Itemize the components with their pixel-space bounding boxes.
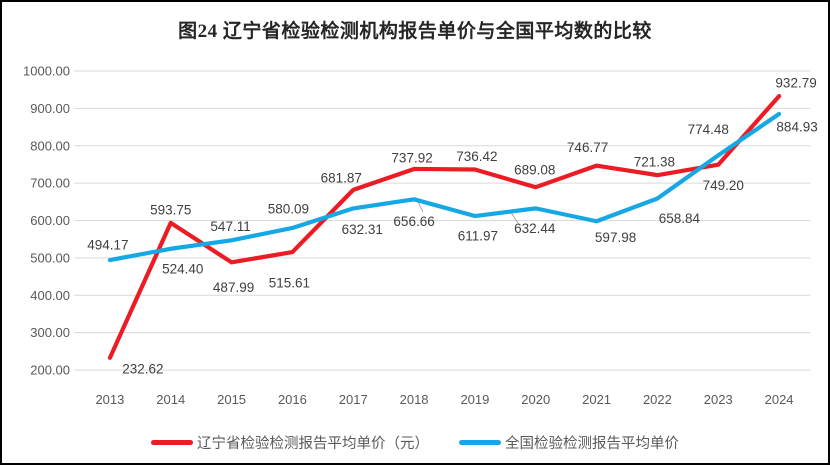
data-label: 681.87: [321, 170, 362, 185]
data-label: 749.20: [703, 178, 744, 193]
x-axis-tick-label: 2018: [400, 392, 429, 407]
liaoning-series-line: [107, 94, 782, 360]
chart-legend: 辽宁省检验检测报告平均单价（元） 全国检验检测报告平均单价: [2, 432, 828, 453]
x-axis-tick-label: 2015: [217, 392, 246, 407]
data-label: 487.99: [213, 280, 254, 295]
x-axis-tick-label: 2021: [582, 392, 611, 407]
data-label: 580.09: [268, 201, 309, 216]
y-axis-tick-label: 700.00: [30, 176, 70, 191]
data-label: 632.31: [342, 222, 383, 237]
data-label: 232.62: [122, 361, 163, 376]
y-axis-tick-label: 900.00: [30, 101, 70, 116]
data-label: 494.17: [87, 238, 128, 253]
x-axis-tick-label: 2023: [704, 392, 733, 407]
data-label-leader-line: [417, 201, 424, 213]
data-label: 736.42: [456, 149, 497, 164]
data-label: 524.40: [162, 261, 203, 276]
x-axis-tick-label: 2019: [460, 392, 489, 407]
y-axis-tick-label: 400.00: [30, 288, 70, 303]
x-axis-tick-label: 2013: [95, 392, 124, 407]
data-label: 689.08: [514, 163, 555, 178]
data-label: 737.92: [391, 150, 432, 165]
legend-item-national: 全国检验检测报告平均单价: [459, 432, 679, 453]
data-label: 611.97: [458, 229, 498, 244]
data-label: 721.38: [634, 155, 675, 170]
legend-item-liaoning: 辽宁省检验检测报告平均单价（元）: [151, 432, 429, 453]
liaoning-legend-swatch-icon: [151, 440, 193, 445]
liaoning-legend-label: 辽宁省检验检测报告平均单价（元）: [197, 436, 429, 452]
data-label: 593.75: [150, 202, 191, 217]
x-axis-tick-label: 2024: [765, 392, 794, 407]
national-legend-label: 全国检验检测报告平均单价: [505, 436, 679, 452]
data-label: 632.44: [514, 221, 556, 236]
x-axis-tick-label: 2014: [156, 392, 185, 407]
data-label: 658.84: [659, 211, 701, 226]
x-axis-tick-label: 2022: [643, 392, 672, 407]
y-axis-tick-label: 200.00: [30, 363, 70, 378]
y-axis-tick-label: 800.00: [30, 138, 70, 153]
data-label: 884.93: [776, 120, 817, 135]
data-label: 597.98: [595, 230, 636, 245]
data-label: 746.77: [567, 140, 608, 155]
data-label: 515.61: [269, 276, 310, 291]
data-label: 547.11: [210, 219, 250, 234]
data-label: 774.48: [688, 122, 729, 137]
data-label: 932.79: [775, 76, 816, 91]
x-axis-tick-label: 2016: [278, 392, 307, 407]
x-axis-tick-label: 2017: [339, 392, 368, 407]
y-axis-tick-label: 300.00: [30, 325, 70, 340]
x-axis-tick-label: 2020: [521, 392, 550, 407]
y-axis-tick-label: 1000.00: [23, 64, 70, 79]
y-axis-tick-label: 600.00: [30, 213, 70, 228]
chart-title: 图24 辽宁省检验检测机构报告单价与全国平均数的比较: [178, 21, 652, 42]
national-series-line: [107, 111, 782, 263]
data-label: 656.66: [393, 214, 434, 229]
y-axis-tick-label: 500.00: [30, 250, 70, 265]
national-legend-swatch-icon: [459, 440, 501, 445]
